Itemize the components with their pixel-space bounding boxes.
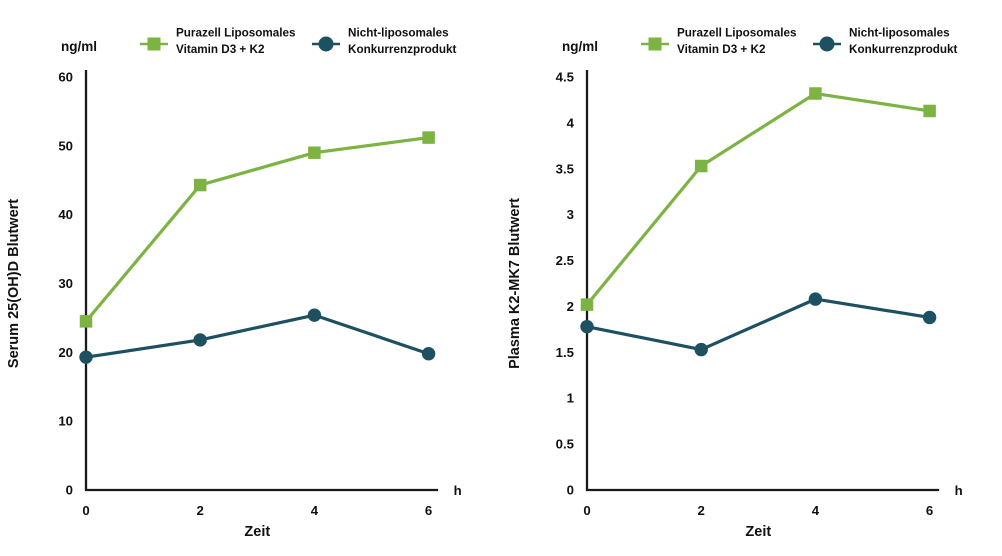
svg-text:4: 4 (311, 503, 319, 518)
svg-text:0: 0 (567, 483, 574, 498)
svg-text:30: 30 (58, 276, 73, 291)
svg-text:3: 3 (567, 207, 574, 222)
svg-text:h: h (454, 483, 462, 498)
svg-text:Zeit: Zeit (244, 524, 270, 540)
svg-text:Konkurrenzprodukt: Konkurrenzprodukt (849, 43, 958, 56)
svg-text:Vitamin D3 + K2: Vitamin D3 + K2 (176, 43, 265, 56)
svg-text:Vitamin D3 + K2: Vitamin D3 + K2 (677, 43, 766, 56)
svg-text:50: 50 (58, 138, 73, 153)
svg-text:ng/ml: ng/ml (61, 39, 97, 54)
svg-text:0: 0 (82, 503, 89, 518)
svg-text:4.5: 4.5 (556, 70, 574, 85)
svg-text:20: 20 (58, 345, 73, 360)
svg-text:40: 40 (58, 207, 73, 222)
svg-text:2: 2 (197, 503, 204, 518)
svg-text:2.5: 2.5 (556, 253, 574, 268)
svg-text:Plasma K2-MK7 Blutwert: Plasma K2-MK7 Blutwert (507, 198, 523, 369)
svg-text:10: 10 (58, 414, 73, 429)
svg-text:Purazell Liposomales: Purazell Liposomales (677, 27, 797, 40)
svg-text:Serum 25(OH)D Blutwert: Serum 25(OH)D Blutwert (6, 199, 22, 368)
svg-text:Nicht-liposomales: Nicht-liposomales (348, 27, 449, 40)
svg-text:0: 0 (583, 503, 590, 518)
svg-text:2: 2 (698, 503, 705, 518)
svg-text:6: 6 (425, 503, 432, 518)
svg-text:4: 4 (812, 503, 820, 518)
svg-text:h: h (955, 483, 963, 498)
svg-text:2: 2 (567, 299, 574, 314)
svg-text:ng/ml: ng/ml (562, 39, 598, 54)
svg-text:3.5: 3.5 (556, 161, 574, 176)
svg-text:60: 60 (58, 70, 73, 85)
svg-text:1.5: 1.5 (556, 345, 574, 360)
svg-text:Konkurrenzprodukt: Konkurrenzprodukt (348, 43, 457, 56)
svg-text:Nicht-liposomales: Nicht-liposomales (849, 27, 950, 40)
svg-text:Zeit: Zeit (745, 524, 771, 540)
svg-text:4: 4 (567, 115, 575, 130)
svg-text:0: 0 (66, 483, 73, 498)
svg-text:6: 6 (926, 503, 933, 518)
svg-text:Purazell Liposomales: Purazell Liposomales (176, 27, 296, 40)
svg-text:0.5: 0.5 (556, 437, 574, 452)
svg-text:1: 1 (567, 391, 574, 406)
